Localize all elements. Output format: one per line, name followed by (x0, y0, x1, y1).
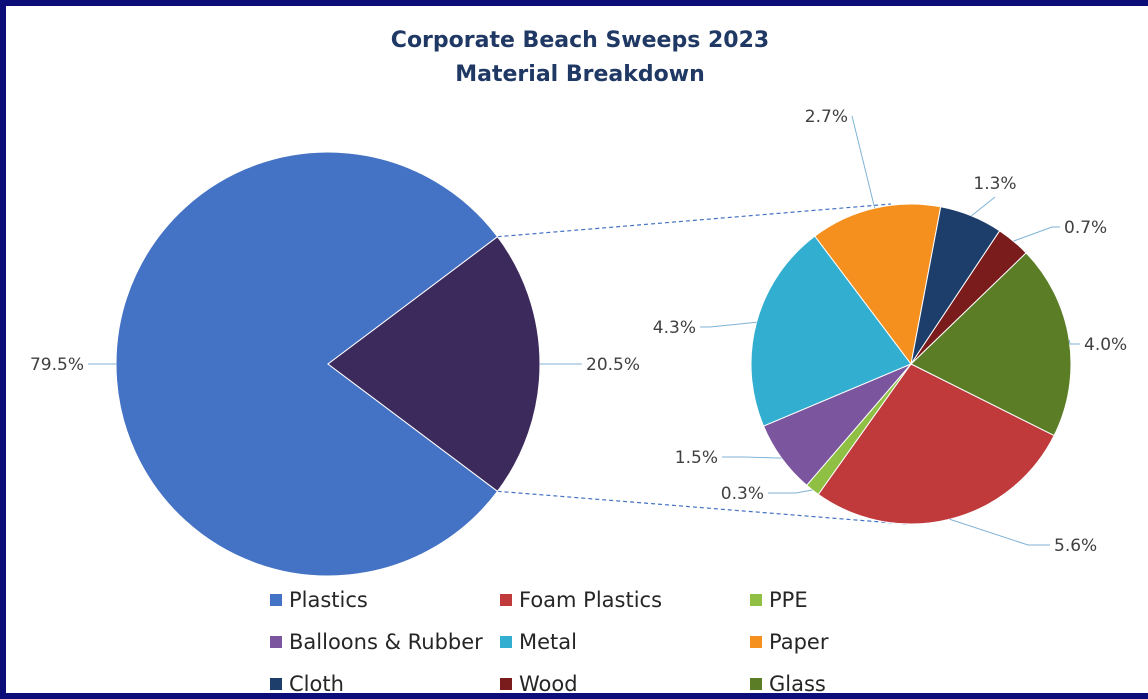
legend-item-wood: Wood (500, 672, 578, 696)
legend-label: Wood (519, 672, 578, 696)
data-label-plastics: 79.5% (30, 355, 84, 375)
data-label-balloons-and-rubber: 1.5% (675, 448, 718, 468)
legend-swatch (270, 636, 282, 648)
legend-item-balloons-and-rubber: Balloons & Rubber (270, 630, 483, 654)
slice-glass (910, 252, 1072, 437)
legend-label: Balloons & Rubber (289, 630, 483, 654)
chart-title-line1: Corporate Beach Sweeps 2023 (390, 28, 770, 53)
legend-label: PPE (769, 588, 808, 612)
legend-swatch (270, 594, 282, 606)
legend-label: Paper (769, 630, 829, 654)
legend-swatch (750, 594, 762, 606)
legend-swatch (500, 678, 512, 690)
leader-line-cloth (971, 196, 996, 217)
legend-label: Plastics (289, 588, 368, 612)
legend-item-cloth: Cloth (270, 672, 344, 696)
data-labels: 79.5% 20.5% 4.0% 5.6% 0.3%1.5% 4.3% 2.7% 1.3% 0.… (30, 107, 1127, 556)
legend-swatch (270, 678, 282, 690)
legend-item-plastics: Plastics (270, 588, 368, 612)
legend-item-glass: Glass (750, 672, 826, 696)
legend-item-paper: Paper (750, 630, 828, 654)
slice-other-materials (327, 236, 541, 492)
leader-line-foam-plastics (949, 518, 1050, 546)
data-label-cloth: 1.3% (973, 174, 1016, 194)
leader-line-wood (1013, 226, 1060, 242)
data-label-glass: 4.0% (1084, 335, 1127, 355)
connector-line-top (497, 203, 892, 238)
main-pie (115, 151, 541, 577)
slice-wood (910, 230, 1027, 365)
slice-metal (750, 235, 912, 427)
leader-line-ppe (768, 489, 813, 494)
legend-item-foam-plastics: Foam Plastics (500, 588, 662, 612)
data-label-paper: 2.7% (805, 107, 848, 127)
leader-line-glass (1068, 339, 1080, 345)
legend-swatch (750, 636, 762, 648)
legend-item-metal: Metal (500, 630, 577, 654)
legend-item-ppe: PPE (750, 588, 808, 612)
connector-line-bottom (497, 490, 907, 525)
connector-lines (497, 203, 907, 525)
legend-swatch (500, 636, 512, 648)
legend-swatch (500, 594, 512, 606)
chart-title-line2: Material Breakdown (455, 62, 705, 87)
slice-foam-plastics (817, 363, 1055, 525)
legend-swatch (750, 678, 762, 690)
data-label-wood: 0.7% (1064, 218, 1107, 238)
leader-line-metal (700, 321, 757, 328)
sub-pie (750, 203, 1072, 525)
data-label-foam-plastics: 5.6% (1054, 536, 1097, 556)
data-label-metal: 4.3% (653, 318, 696, 338)
legend-label: Cloth (289, 672, 344, 696)
leader-line-balloons-and-rubber (722, 456, 782, 459)
legend-label: Metal (519, 630, 577, 654)
slice-paper (814, 203, 942, 366)
data-label-other: 20.5% (586, 355, 640, 375)
legend-label: Foam Plastics (519, 588, 663, 612)
chart-title: Corporate Beach Sweeps 2023 Material Bre… (6, 24, 1148, 92)
data-label-ppe: 0.3% (721, 484, 764, 504)
leader-line-paper (851, 115, 876, 209)
legend-label: Glass (769, 672, 826, 696)
